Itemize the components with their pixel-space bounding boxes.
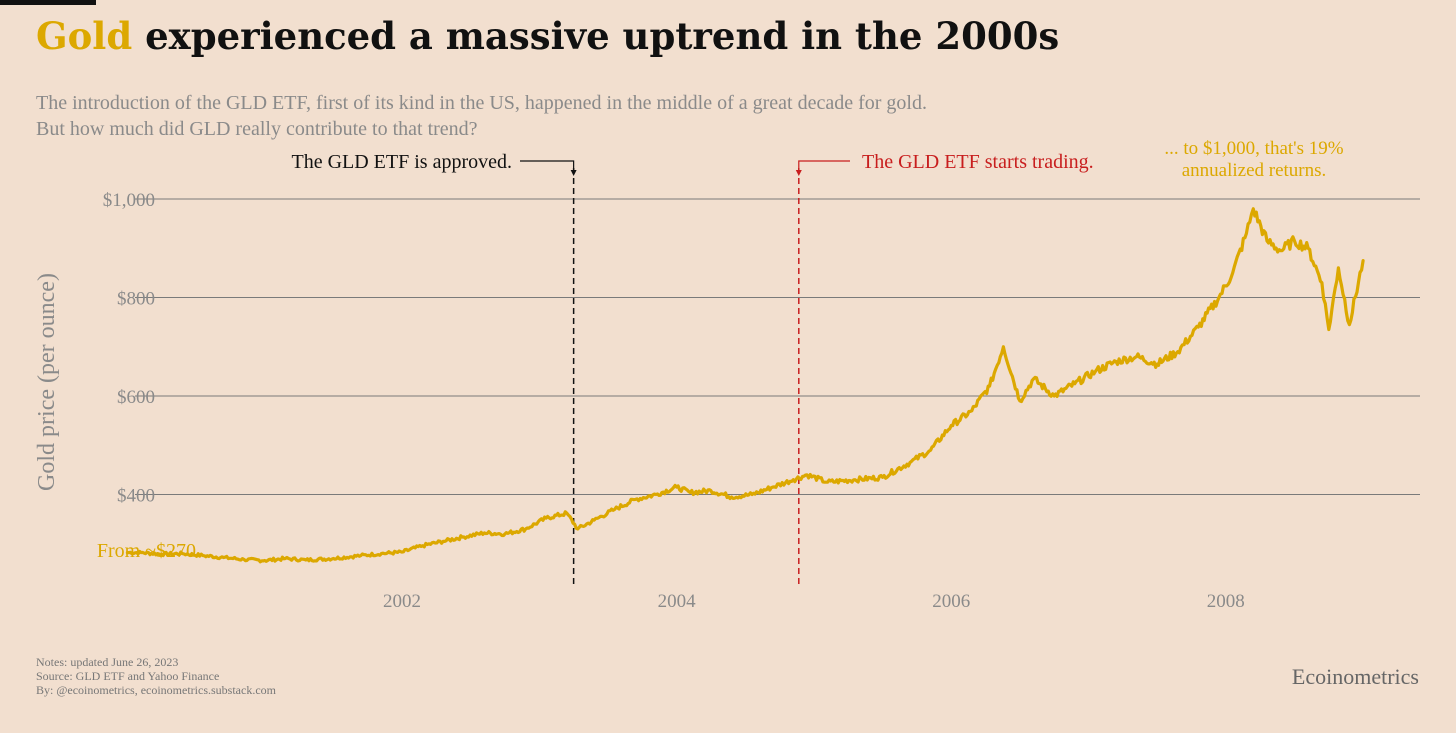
- y-tick-label: $400: [117, 486, 155, 507]
- x-tick-labels: 2002 2004 2006 2008: [383, 591, 1245, 612]
- approved-leader-line: [520, 160, 575, 170]
- y-tick-label: $1,000: [103, 190, 155, 211]
- x-tick-label: 2002: [383, 591, 421, 612]
- brand-logo-text: Ecoinometrics: [1291, 664, 1419, 689]
- y-tick-label: $800: [117, 289, 155, 310]
- y-tick-labels: $400 $600 $800 $1,000: [103, 190, 155, 507]
- x-tick-label: 2008: [1207, 591, 1245, 612]
- gold-price-line: [125, 207, 1365, 564]
- subtitle-line-1: The introduction of the GLD ETF, first o…: [36, 92, 927, 114]
- annotation-start-price: From ~$270...: [97, 540, 211, 562]
- title-rest: experienced a massive uptrend in the 200…: [132, 14, 1060, 58]
- subtitle: The introduction of the GLD ETF, first o…: [36, 90, 927, 142]
- annotation-end-price-line-2: annualized returns.: [1182, 160, 1327, 181]
- x-tick-label: 2006: [932, 591, 970, 612]
- y-tick-label: $600: [117, 387, 155, 408]
- footer-notes: Notes: updated June 26, 2023 Source: GLD…: [36, 655, 276, 697]
- trading-leader-line: [798, 160, 850, 170]
- x-tick-label: 2004: [658, 591, 697, 612]
- notes-updated: Notes: updated June 26, 2023: [36, 655, 179, 669]
- grid-lines: [135, 198, 1420, 495]
- title-accent: Gold: [36, 14, 133, 58]
- event-markers: [520, 160, 850, 585]
- subtitle-line-2: But how much did GLD really contribute t…: [36, 118, 478, 140]
- annotation-approved: The GLD ETF is approved.: [291, 151, 512, 173]
- y-axis-label: Gold price (per ounce): [34, 273, 60, 491]
- approved-arrowhead: [570, 170, 577, 176]
- annotation-end-price-line-1: ... to $1,000, that's 19%: [1164, 138, 1343, 159]
- page-title: Gold experienced a massive uptrend in th…: [36, 14, 1059, 58]
- notes-by: By: @ecoinometrics, ecoinometrics.substa…: [36, 683, 276, 697]
- top-accent-bar: [0, 0, 96, 5]
- annotation-trading: The GLD ETF starts trading.: [862, 151, 1094, 173]
- trading-arrowhead: [795, 170, 802, 176]
- notes-source: Source: GLD ETF and Yahoo Finance: [36, 669, 220, 683]
